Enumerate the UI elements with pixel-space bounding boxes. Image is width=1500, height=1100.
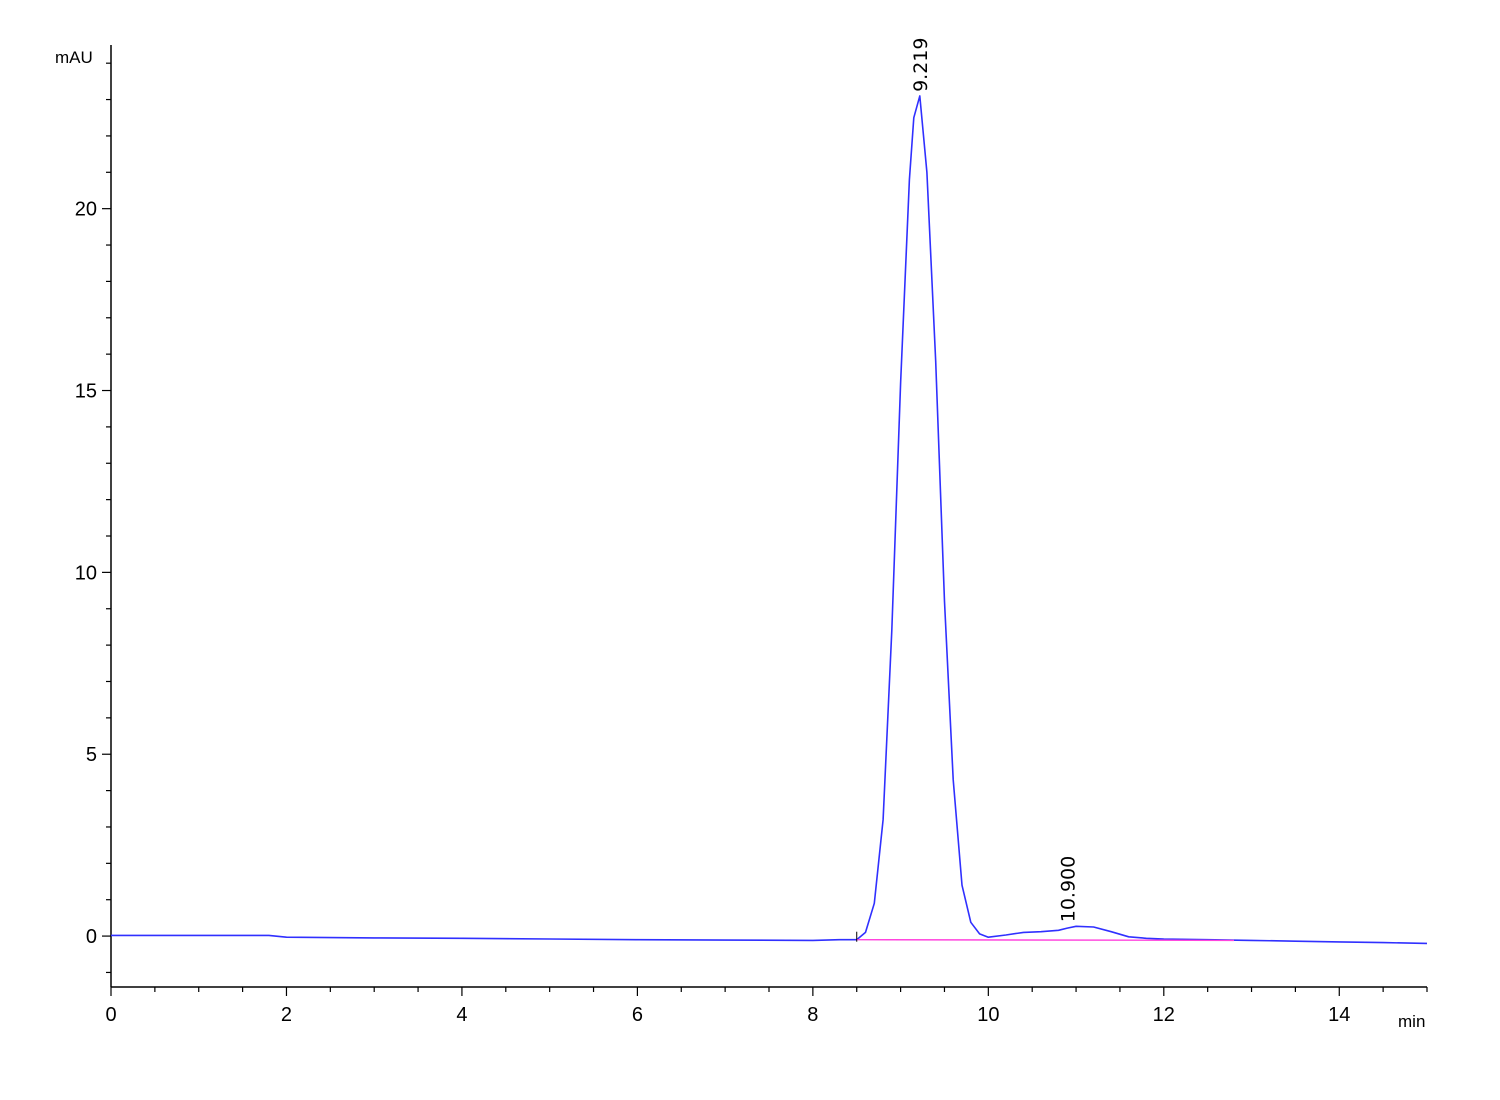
peak-retention-label: 9.219 (910, 38, 932, 92)
y-tick-label: 15 (75, 381, 97, 403)
y-tick-label: 0 (86, 926, 97, 948)
peak-retention-label: 10.900 (1057, 856, 1079, 922)
y-axis-label: mAU (55, 48, 93, 67)
x-tick-label: 6 (632, 1004, 643, 1026)
y-tick-label: 5 (86, 744, 97, 766)
x-tick-label: 10 (977, 1004, 999, 1026)
x-tick-label: 8 (807, 1004, 818, 1026)
y-tick-label: 10 (75, 562, 97, 584)
x-tick-label: 4 (456, 1004, 467, 1026)
y-ticks: 0 5 10 15 20 (75, 62, 111, 974)
series-layer (111, 95, 1428, 945)
plot-area: 0 5 10 15 20 0 2 4 6 8 10 12 14 mAU min 9.219 10.900 (55, 38, 1428, 1031)
x-ticks: 0 2 4 6 8 10 12 14 (105, 987, 1428, 1026)
x-tick-label: 2 (281, 1004, 292, 1026)
integration-baseline (856, 939, 1235, 942)
x-axis-label: min (1398, 1012, 1425, 1031)
peak-labels: 9.219 10.900 (910, 38, 1079, 923)
signal-trace (111, 95, 1428, 945)
y-tick-label: 20 (75, 199, 97, 221)
x-tick-label: 12 (1153, 1004, 1175, 1026)
x-tick-label: 0 (105, 1004, 116, 1026)
x-tick-label: 14 (1328, 1004, 1350, 1026)
